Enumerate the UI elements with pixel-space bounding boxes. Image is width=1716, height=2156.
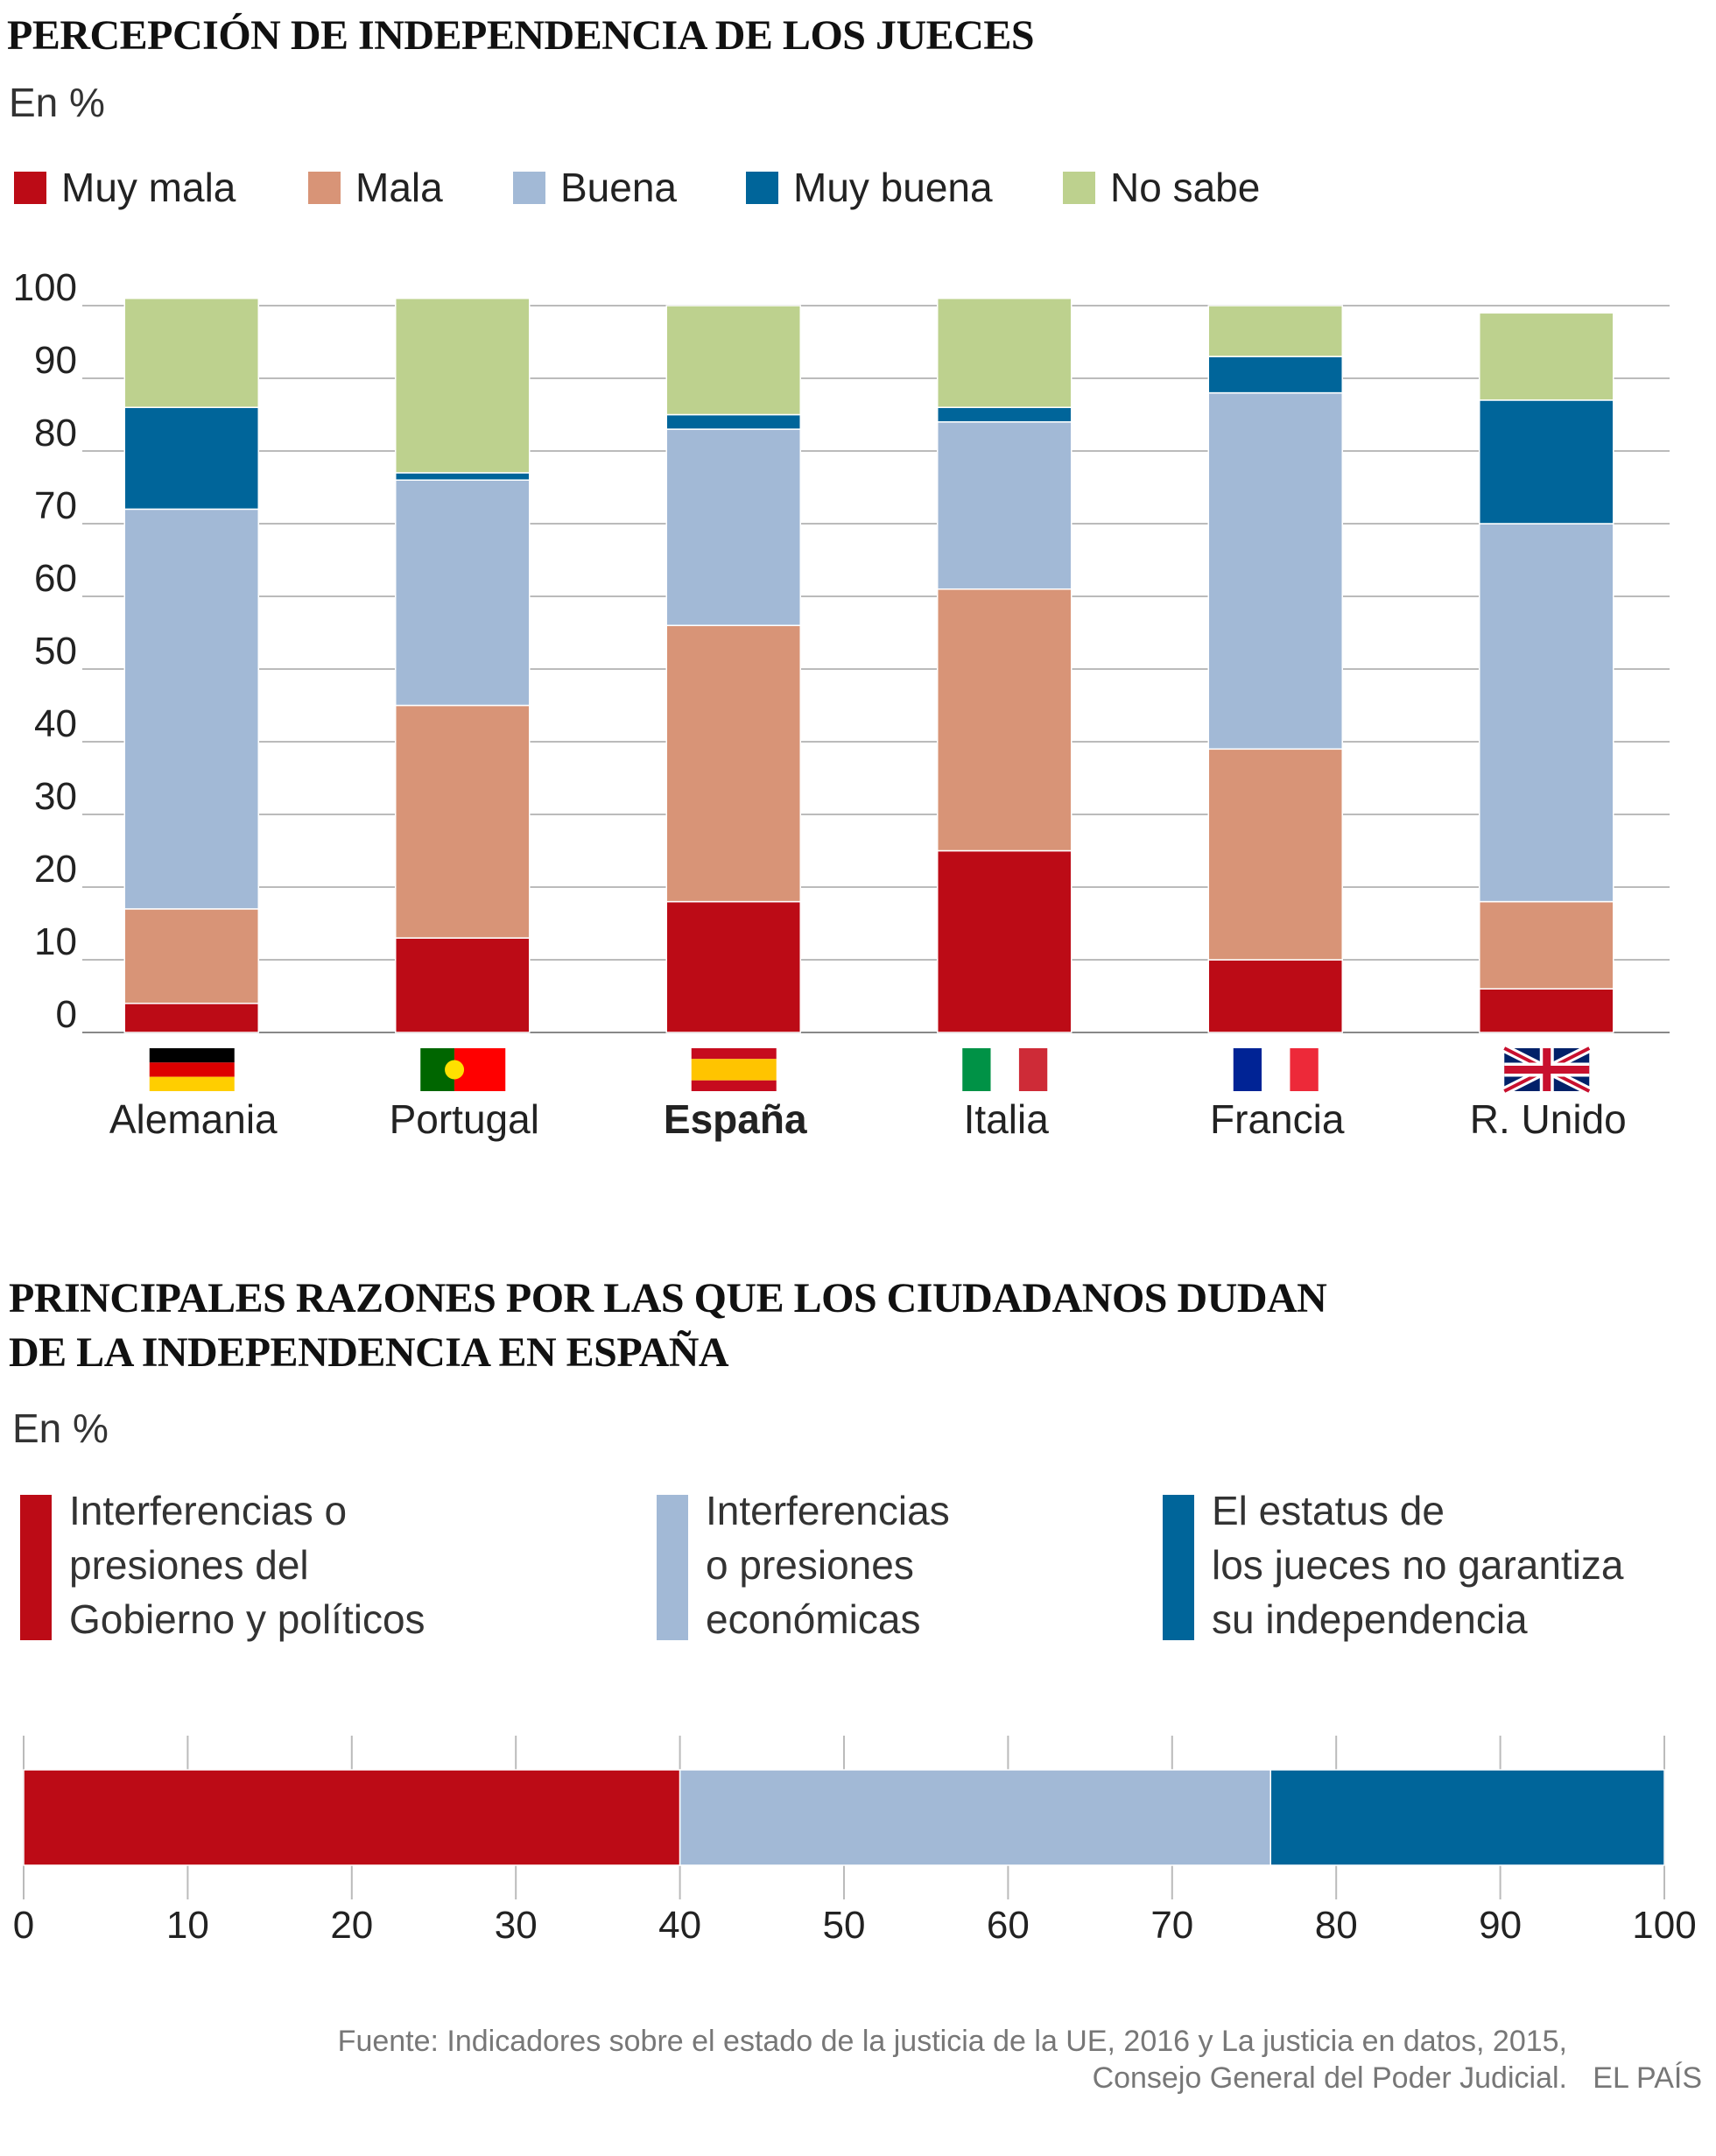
flag [1018,1048,1048,1091]
bar-segment [1207,748,1343,961]
legend-label: Interferencias o presiones económicas [706,1488,950,1642]
bar-segment [937,588,1072,852]
flag [691,1059,777,1081]
x-tick-label: 20 [330,1904,373,1947]
y-tick-label: 100 [13,266,77,309]
x-tick-label: 100 [1632,1904,1696,1947]
bar-segment [1479,900,1614,990]
flag [691,1080,777,1091]
bar-segment [665,413,801,430]
legend-label: Muy buena [793,165,993,210]
bar-segment [1479,399,1614,525]
bar-segment [665,428,801,626]
x-tick-label: 90 [1479,1904,1522,1947]
legend-label: Muy mala [61,165,236,210]
x-tick-label: R. Unido [1470,1096,1627,1142]
x-tick-label: 70 [1150,1904,1193,1947]
bar-segment [123,297,259,408]
bar-segment [123,908,259,1004]
legend-swatch [14,172,46,204]
flag [1262,1048,1291,1091]
flag [149,1076,235,1091]
bar-segment [665,305,801,416]
bar-segment [123,508,259,910]
bar-segment [679,1769,1271,1866]
legend-swatch [1063,172,1095,204]
source: Fuente: Indicadores sobre el estado de l… [337,2025,1567,2095]
legend-label: Buena [560,165,677,210]
x-tick-label: 60 [987,1904,1030,1947]
flag [149,1048,235,1063]
legend-swatch [657,1495,688,1640]
x-tick-label: 30 [495,1904,538,1947]
x-tick-label: Francia [1210,1096,1345,1142]
bar-segment [395,937,531,1033]
y-tick-label: 50 [34,630,77,673]
bar-segment [23,1769,681,1866]
flag [990,1048,1019,1091]
chart-title: PERCEPCIÓN DE INDEPENDENCIA DE LOS JUECE… [7,12,1035,59]
y-tick-label: 80 [34,412,77,454]
flag [1233,1048,1262,1091]
flag [1290,1048,1319,1091]
x-tick-label: 10 [166,1904,209,1947]
x-tick-label: 80 [1315,1904,1358,1947]
y-tick-label: 40 [34,702,77,745]
bar-segment [1207,391,1343,750]
x-tick-label: 40 [658,1904,701,1947]
bar-segment [395,472,531,481]
legend-label: El estatus de los jueces no garantiza su… [1212,1488,1624,1642]
x-tick-label: 0 [13,1904,34,1947]
bar-segment [123,406,259,511]
bar-segment [395,704,531,939]
bar-segment [937,421,1072,590]
legend-swatch [20,1495,52,1640]
flag [1504,1048,1590,1091]
bar-segment [665,624,801,903]
bar-segment [1207,959,1343,1033]
y-tick-label: 60 [34,557,77,600]
y-tick-label: 10 [34,920,77,963]
bar-segment [1269,1769,1665,1866]
y-tick-label: 70 [34,484,77,527]
bar-segment [937,406,1072,423]
legend-label: No sabe [1110,165,1260,210]
bar-segment [1479,312,1614,401]
y-tick-label: 20 [34,848,77,891]
bar-segment [1207,305,1343,357]
x-tick-label: Italia [964,1096,1050,1142]
bar-segment [395,297,531,474]
chart-subtitle: En % [12,1406,109,1451]
bar-segment [123,1003,259,1033]
y-tick-label: 90 [34,339,77,382]
credit: EL PAÍS [1593,2061,1702,2095]
chart-title: PRINCIPALES RAZONES POR LAS QUE LOS CIUD… [9,1275,1327,1376]
bar-segment [395,479,531,707]
flag [445,1060,465,1080]
flag [691,1048,777,1060]
x-tick-label: España [664,1096,807,1142]
bar-segment [1479,988,1614,1033]
legend-swatch [1163,1495,1194,1640]
flag [149,1062,235,1077]
bar-segment [665,900,801,1033]
bar-segment [1479,523,1614,903]
legend-label: Interferencias o presiones del Gobierno … [69,1488,425,1642]
bar-segment [1207,356,1343,394]
x-tick-label: Alemania [109,1096,278,1142]
y-tick-label: 0 [56,993,77,1036]
x-tick-label: Portugal [390,1096,539,1142]
bar-segment [937,849,1072,1033]
flag [962,1048,991,1091]
legend-swatch [746,172,778,204]
legend-swatch [308,172,341,204]
y-tick-label: 30 [34,775,77,818]
chart-subtitle: En % [9,80,105,125]
legend-swatch [513,172,545,204]
bar-segment [937,297,1072,408]
legend-label: Mala [355,165,443,210]
x-tick-label: 50 [823,1904,866,1947]
